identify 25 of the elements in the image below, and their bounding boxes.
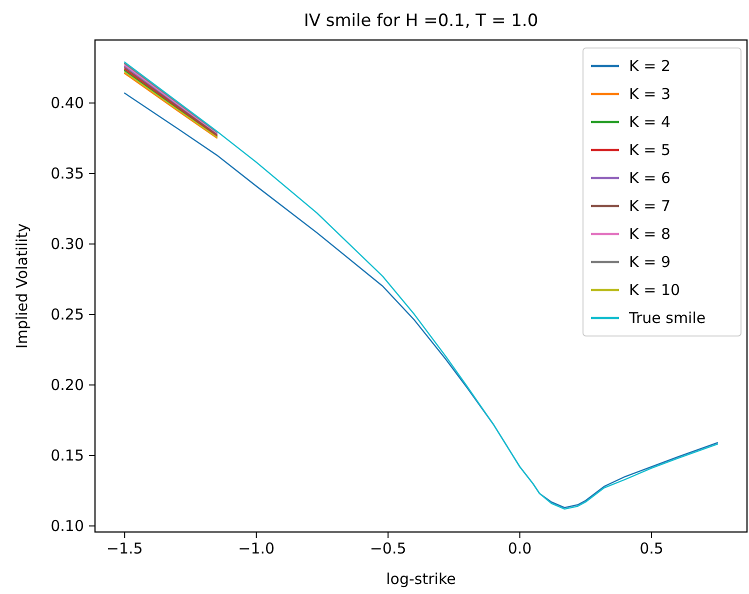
y-tick-label: 0.10	[50, 516, 84, 535]
legend-label: K = 10	[629, 281, 680, 299]
y-tick-label: 0.20	[50, 376, 84, 394]
legend-label: K = 8	[629, 225, 670, 243]
x-tick-label: 0.5	[640, 540, 664, 558]
y-axis-title: Implied Volatility	[13, 223, 31, 349]
legend-label: K = 6	[629, 169, 670, 187]
x-tick-label: −1.5	[106, 540, 143, 558]
legend-label: K = 5	[629, 141, 670, 159]
legend-label: K = 4	[629, 113, 670, 131]
x-axis-title: log-strike	[386, 570, 456, 588]
y-tick-label: 0.15	[50, 446, 84, 464]
x-tick-label: −1.0	[238, 540, 275, 558]
y-tick-label: 0.25	[50, 305, 84, 324]
y-tick-label: 0.40	[50, 94, 84, 112]
legend-label: K = 2	[629, 57, 670, 75]
legend-label: K = 3	[629, 85, 670, 103]
y-tick-label: 0.35	[50, 164, 84, 182]
x-tick-label: −0.5	[370, 540, 406, 558]
y-tick-label: 0.30	[50, 234, 84, 253]
legend-label: K = 9	[629, 253, 670, 271]
x-tick-label: 0.0	[508, 540, 532, 558]
legend-label: True smile	[628, 309, 706, 327]
chart-title: IV smile for H =0.1, T = 1.0	[304, 11, 538, 31]
legend-label: K = 7	[629, 197, 670, 215]
